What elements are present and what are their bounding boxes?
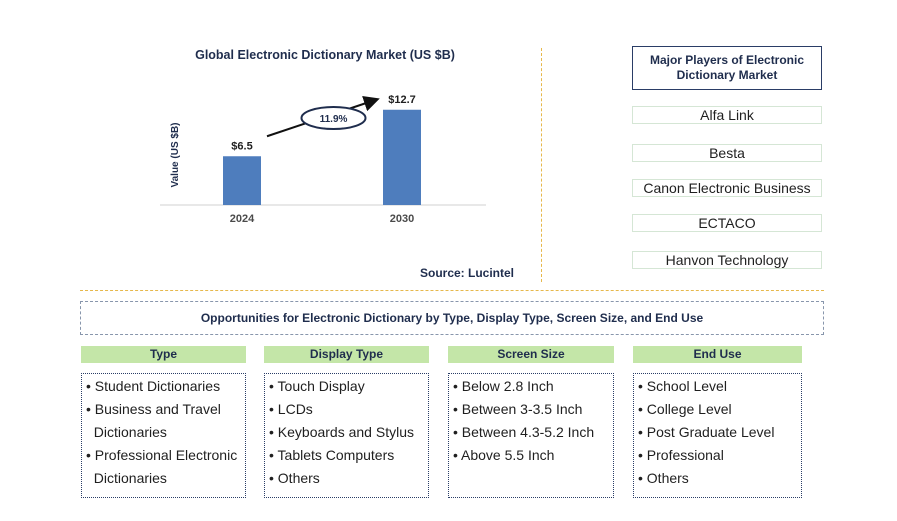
- category-header-screen-size: Screen Size: [448, 346, 614, 363]
- bar-2024: [223, 156, 261, 205]
- player-item: Canon Electronic Business: [632, 179, 822, 197]
- vertical-divider: [541, 48, 542, 282]
- list-item: • LCDs: [269, 401, 313, 417]
- source-label: Source: Lucintel: [420, 266, 515, 280]
- category-header-display-type: Display Type: [264, 346, 429, 363]
- category-header-end-use: End Use: [633, 346, 802, 363]
- y-axis-label: Value (US $B): [170, 122, 181, 187]
- list-item: • Business and Travel: [86, 401, 221, 417]
- list-item: • Others: [269, 470, 320, 486]
- chart-title: Global Electronic Dictionary Market (US …: [195, 48, 455, 62]
- player-item: ECTACO: [632, 214, 822, 232]
- list-item: • Touch Display: [269, 378, 365, 394]
- category-header-type: Type: [81, 346, 246, 363]
- category-box-screen-size: • Below 2.8 Inch • Between 3-3.5 Inch • …: [448, 373, 614, 498]
- bar-2030: [383, 109, 421, 205]
- list-item: • Between 4.3-5.2 Inch: [453, 424, 595, 440]
- data-label-2024: $6.5: [231, 140, 252, 152]
- cagr-badge: [300, 106, 367, 130]
- list-item: • College Level: [638, 401, 732, 417]
- list-item: Dictionaries: [86, 424, 167, 440]
- data-label-2030: $12.7: [388, 94, 416, 106]
- list-item: • Above 5.5 Inch: [453, 447, 555, 463]
- list-item: • Below 2.8 Inch: [453, 378, 554, 394]
- cagr-label: 11.9%: [320, 114, 348, 125]
- player-item: Besta: [632, 144, 822, 162]
- list-item: Dictionaries: [86, 470, 167, 486]
- player-item: Hanvon Technology: [632, 251, 822, 269]
- list-item: • Professional: [638, 447, 724, 463]
- category-box-type: • Student Dictionaries • Business and Tr…: [81, 373, 246, 498]
- bar-chart: Value (US $B) $6.5 2024 $12.7 2030 11.9%: [160, 94, 486, 225]
- list-item: • Keyboards and Stylus: [269, 424, 414, 440]
- list-item: • Professional Electronic: [86, 447, 238, 463]
- list-item: • School Level: [638, 378, 727, 394]
- category-box-display-type: • Touch Display • LCDs • Keyboards and S…: [264, 373, 429, 498]
- horizontal-divider: [80, 290, 824, 291]
- player-item: Alfa Link: [632, 106, 822, 124]
- list-item: • Student Dictionaries: [86, 378, 221, 394]
- list-item: • Post Graduate Level: [638, 424, 775, 440]
- tick-label-2030: 2030: [390, 213, 414, 225]
- list-item: • Between 3-3.5 Inch: [453, 401, 583, 417]
- list-item: • Tablets Computers: [269, 447, 395, 463]
- tick-label-2024: 2024: [230, 213, 255, 225]
- opportunities-title: Opportunities for Electronic Dictionary …: [80, 301, 824, 335]
- list-item: • Others: [638, 470, 689, 486]
- players-title: Major Players of Electronic Dictionary M…: [632, 46, 822, 90]
- category-box-end-use: • School Level • College Level • Post Gr…: [633, 373, 802, 498]
